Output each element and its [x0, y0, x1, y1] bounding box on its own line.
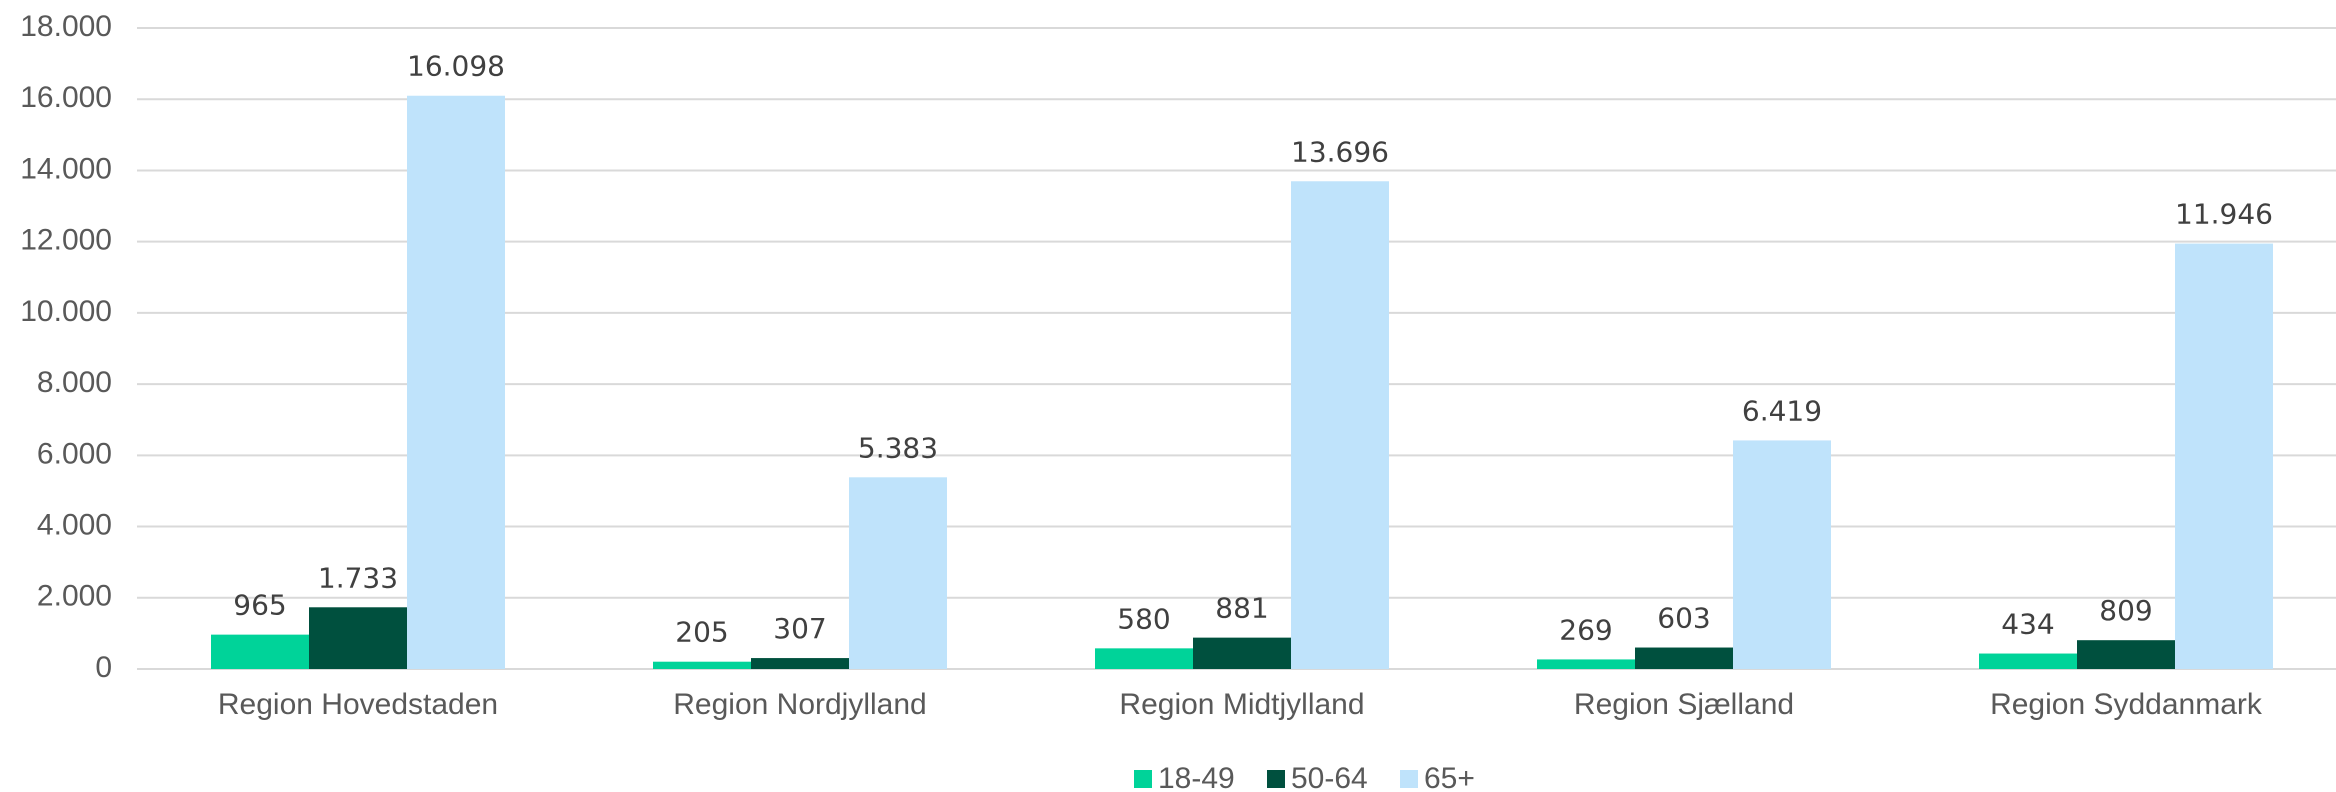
bar — [1979, 653, 2077, 669]
y-tick-label: 8.000 — [37, 366, 112, 399]
bar — [2175, 243, 2273, 669]
value-label: 16.098 — [407, 50, 505, 83]
x-tick-label: Region Syddanmark — [1990, 688, 2263, 721]
bar — [407, 95, 505, 670]
bar — [2077, 640, 2175, 669]
value-label: 580 — [1117, 602, 1170, 635]
value-label: 603 — [1657, 602, 1710, 635]
value-label: 965 — [233, 589, 286, 622]
bar — [849, 477, 947, 669]
value-label: 13.696 — [1291, 135, 1389, 168]
bar — [653, 661, 751, 669]
y-tick-label: 6.000 — [37, 437, 112, 470]
y-tick-label: 10.000 — [20, 295, 112, 328]
value-label: 11.946 — [2175, 198, 2273, 231]
bar — [1733, 440, 1831, 669]
y-tick-label: 2.000 — [37, 580, 112, 613]
value-label: 881 — [1215, 592, 1268, 625]
value-label: 6.419 — [1742, 394, 1822, 427]
y-tick-label: 18.000 — [20, 10, 112, 43]
bar — [309, 607, 407, 669]
value-label: 269 — [1559, 613, 1612, 646]
x-tick-label: Region Nordjylland — [673, 688, 926, 721]
bar — [1193, 637, 1291, 669]
bar — [211, 634, 309, 669]
y-tick-label: 4.000 — [37, 508, 112, 541]
y-tick-label: 0 — [95, 651, 112, 684]
y-tick-label: 16.000 — [20, 81, 112, 114]
legend-label: 18-49 — [1158, 762, 1235, 792]
x-tick-label: Region Hovedstaden — [218, 688, 498, 721]
legend-swatch — [1134, 770, 1152, 788]
x-tick-label: Region Midtjylland — [1119, 688, 1364, 721]
y-tick-label: 14.000 — [20, 152, 112, 185]
bar — [751, 658, 849, 669]
bar — [1635, 647, 1733, 669]
value-label: 1.733 — [318, 561, 398, 594]
value-label: 205 — [675, 616, 728, 649]
bar — [1537, 659, 1635, 669]
value-label: 307 — [773, 612, 826, 645]
bar — [1291, 181, 1389, 670]
legend-swatch — [1267, 770, 1285, 788]
value-label: 434 — [2001, 608, 2054, 641]
legend-label: 50-64 — [1291, 762, 1368, 792]
bar — [1095, 648, 1193, 669]
y-tick-label: 12.000 — [20, 224, 112, 257]
x-tick-label: Region Sjælland — [1574, 688, 1794, 721]
value-label: 809 — [2099, 594, 2152, 627]
legend-label: 65+ — [1424, 762, 1475, 792]
legend-swatch — [1400, 770, 1418, 788]
value-label: 5.383 — [858, 431, 938, 464]
